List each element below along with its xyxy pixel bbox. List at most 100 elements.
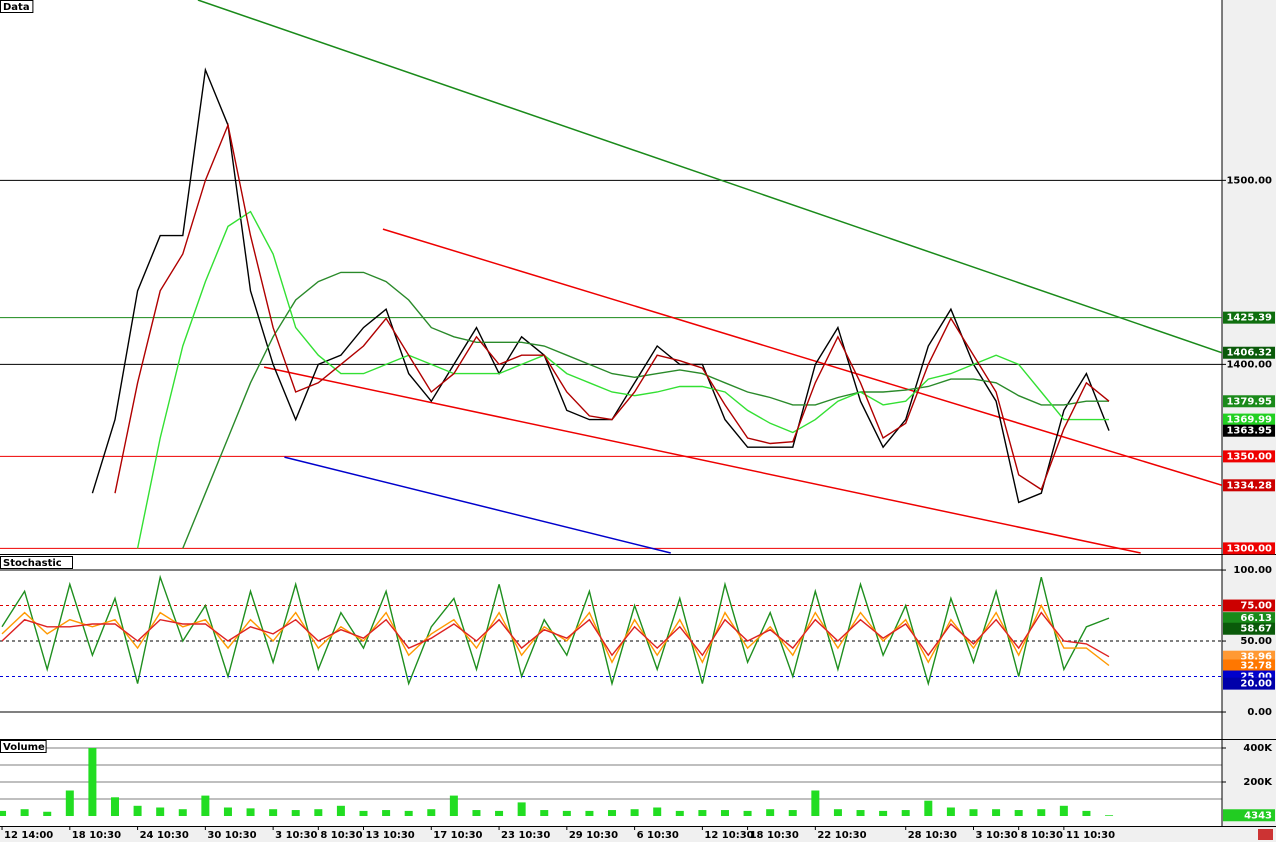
volume-bar [404, 810, 413, 817]
volume-bar [720, 810, 729, 817]
volume-bar [20, 809, 29, 817]
volume-bar [291, 810, 300, 817]
trend-line [284, 456, 671, 554]
price-tag [1223, 450, 1275, 463]
volume-bar [427, 809, 436, 817]
y-tick-label: 100.00 [1233, 565, 1272, 576]
volume-bar [1037, 809, 1046, 817]
volume-bar [359, 810, 368, 817]
price-tag [1223, 612, 1275, 625]
price-tag [1223, 622, 1275, 635]
price-tag-label: 75.00 [1240, 601, 1272, 612]
x-tick-label: 24 10:30 [140, 830, 189, 841]
volume-bar [540, 810, 549, 817]
y-tick-label: 400K [1243, 743, 1273, 754]
volume-bar [65, 790, 74, 817]
price-tag [1223, 346, 1275, 359]
price-tag-label: 66.13 [1240, 613, 1272, 624]
volume-bar [1105, 815, 1114, 817]
price-tag [1223, 395, 1275, 408]
price-tag [1223, 599, 1275, 612]
volume-bar [969, 809, 978, 817]
volume-bar [269, 809, 278, 817]
volume-bar [382, 810, 391, 817]
price-tag [1223, 809, 1275, 822]
volume-bar [585, 810, 594, 817]
price-tag-label: 38.96 [1240, 652, 1272, 663]
price-tag [1223, 659, 1275, 672]
volume-bar [88, 747, 97, 817]
price-tag-label: 58.67 [1240, 624, 1272, 635]
y-tick-label: 1500.00 [1226, 175, 1272, 186]
x-tick-label: 3 10:30 [975, 830, 1017, 841]
volume-bar [133, 805, 142, 817]
volume-bar [698, 810, 707, 817]
panel-title: Volume [3, 742, 45, 753]
x-tick-label: 23 10:30 [501, 830, 550, 841]
panel-title: Data [3, 2, 30, 13]
x-tick-label: 6 10:30 [637, 830, 679, 841]
price-tag [1223, 311, 1275, 324]
price-axis-area [1222, 0, 1276, 826]
y-tick-label: 200K [1243, 777, 1273, 788]
volume-bar [449, 795, 458, 817]
volume-bar [743, 810, 752, 817]
volume-bar [336, 805, 345, 817]
price-tag [1223, 424, 1275, 437]
volume-bar [653, 807, 662, 817]
volume-bar [495, 810, 504, 817]
series-line [182, 271, 1109, 549]
volume-bar [856, 810, 865, 817]
price-tag-label: 25.00 [1240, 672, 1272, 683]
price-tag-label: 1363.95 [1226, 426, 1272, 437]
panel [0, 0, 1222, 554]
volume-bar [314, 809, 323, 817]
price-tag-label: 1300.00 [1226, 543, 1272, 554]
volume-bar [472, 810, 481, 817]
x-tick-label: 11 10:30 [1066, 830, 1115, 841]
x-tick-label: 18 10:30 [72, 830, 121, 841]
volume-bar [766, 809, 775, 817]
panel-title: Stochastic [3, 558, 62, 569]
x-tick-label: 8 10:30 [320, 830, 362, 841]
volume-bar [1059, 805, 1068, 817]
x-tick-label: 28 10:30 [908, 830, 957, 841]
series-line [114, 122, 1110, 494]
volume-bar [608, 810, 617, 817]
y-tick-label: 0.00 [1247, 707, 1272, 718]
price-tag-label: 1350.00 [1226, 451, 1272, 462]
price-tag-label: 4343 [1244, 810, 1272, 821]
price-tag [1223, 677, 1275, 690]
price-tag-label: 1406.32 [1226, 348, 1272, 359]
volume-bar [562, 810, 571, 817]
price-tag-label: 1334.28 [1226, 480, 1272, 491]
time-axis-area [0, 826, 1276, 842]
volume-bar [788, 810, 797, 817]
volume-bar [811, 790, 820, 817]
volume-bar [1082, 810, 1091, 817]
price-tag [1223, 479, 1275, 492]
volume-bar [0, 810, 7, 817]
volume-bar [246, 808, 255, 817]
volume-bar [110, 797, 119, 817]
volume-bar [43, 811, 52, 817]
trend-line [263, 366, 1141, 554]
panel [0, 747, 1222, 817]
corner-button[interactable] [1258, 829, 1273, 840]
volume-bar [201, 795, 210, 817]
series-line [1, 574, 1110, 687]
price-tag-label: 32.78 [1240, 660, 1272, 671]
x-tick-label: 3 10:30 [275, 830, 317, 841]
price-tag [1223, 542, 1275, 555]
x-tick-label: 29 10:30 [569, 830, 618, 841]
price-tag-label: 1425.39 [1226, 313, 1272, 324]
y-tick-label: 50.00 [1240, 636, 1272, 647]
x-tick-label: 22 10:30 [817, 830, 866, 841]
series-line [1, 611, 1110, 658]
volume-bar [992, 809, 1001, 817]
volume-bar [833, 809, 842, 817]
series-line [136, 210, 1109, 549]
x-tick-label: 12 10:30 [704, 830, 753, 841]
